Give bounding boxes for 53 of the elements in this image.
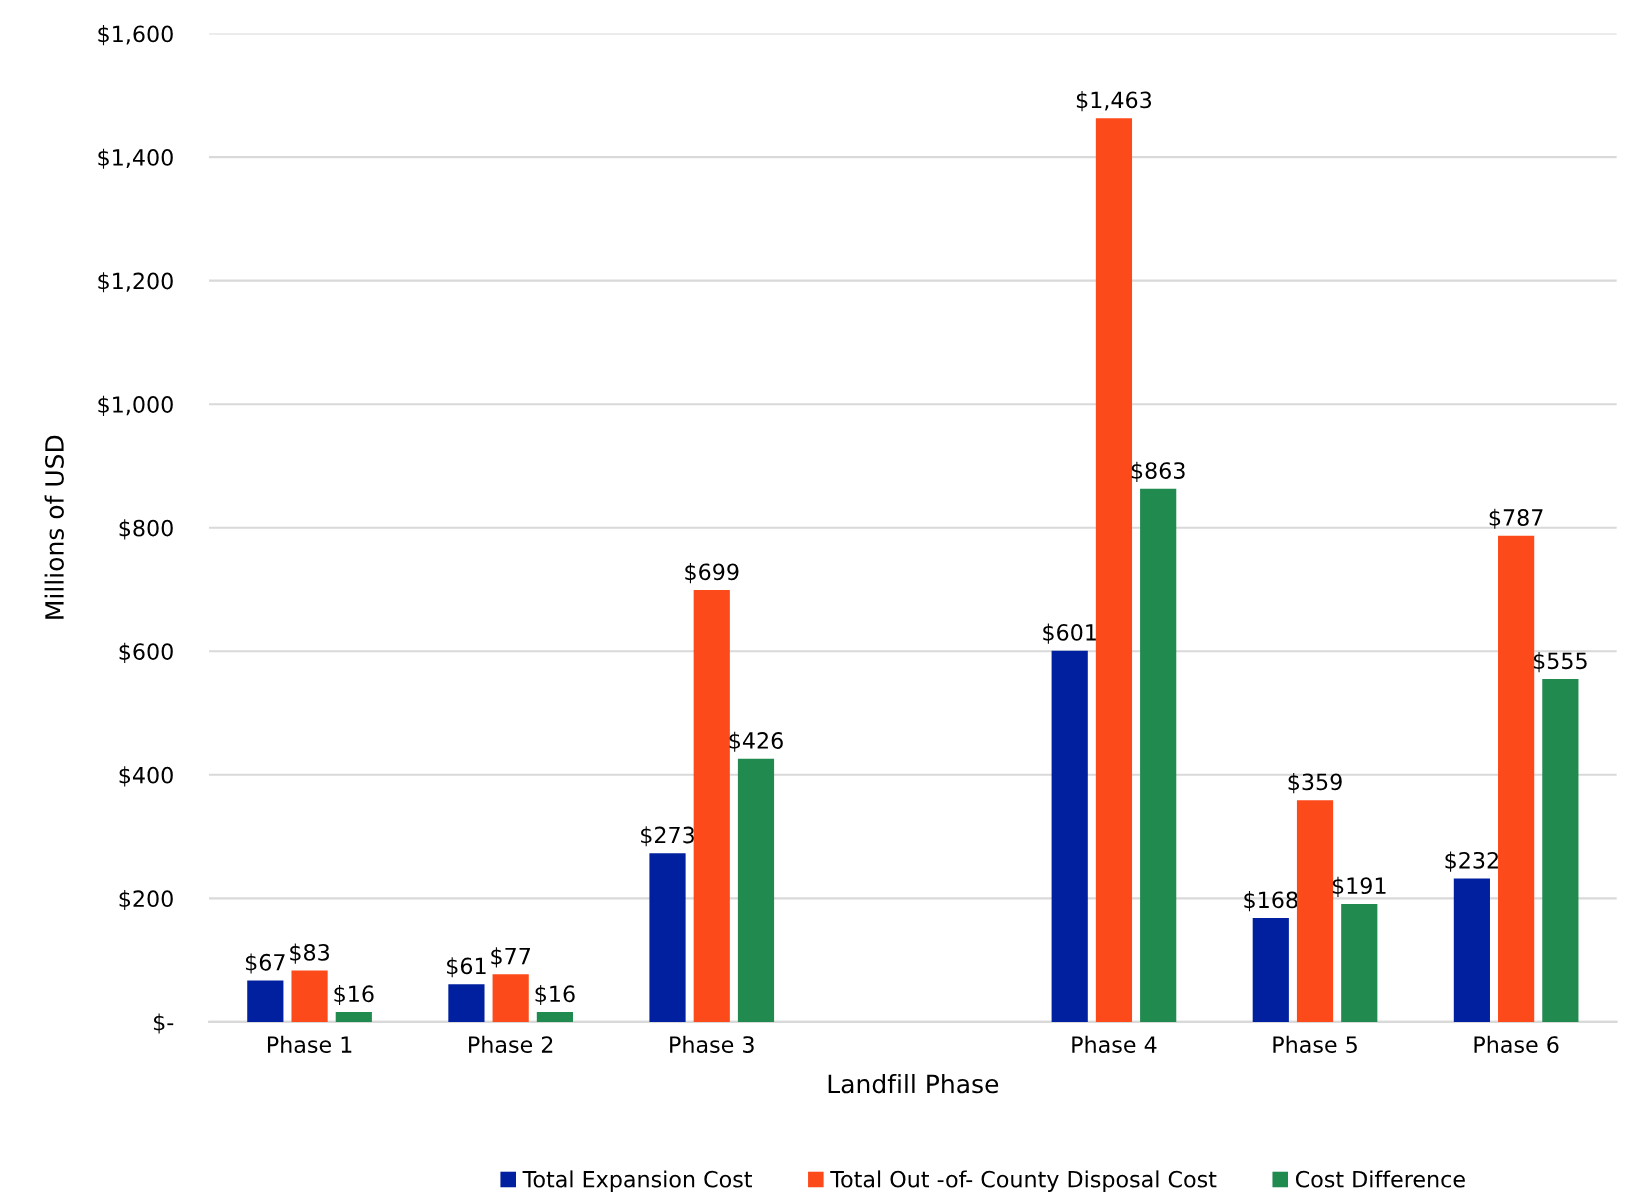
x-tick-label: Phase 1 <box>267 1035 352 1053</box>
x-tick-label: Phase 6 <box>1474 1035 1559 1053</box>
bar <box>1051 650 1088 1022</box>
bar <box>693 590 730 1022</box>
bar <box>737 758 775 1022</box>
data-label: $83 <box>290 943 329 964</box>
data-label: $273 <box>641 826 695 847</box>
data-label: $1,463 <box>1076 91 1152 112</box>
bar <box>536 1012 573 1022</box>
bar <box>1498 535 1535 1022</box>
bar <box>1140 488 1177 1022</box>
x-axis-title: Landfill Phase <box>828 1073 999 1094</box>
data-label: $787 <box>1489 508 1543 529</box>
bar <box>247 980 284 1022</box>
data-label: $61 <box>447 957 486 978</box>
data-label: $168 <box>1244 891 1298 912</box>
bar <box>1453 878 1490 1022</box>
x-tick-label: Phase 2 <box>469 1035 553 1053</box>
x-tick-label: Phase 3 <box>670 1035 754 1053</box>
x-tick-label: Phase 4 <box>1072 1035 1157 1053</box>
bar <box>1095 118 1133 1022</box>
data-label: $67 <box>245 953 285 974</box>
data-label: $699 <box>685 563 739 584</box>
x-tick-label: Phase 5 <box>1273 1035 1357 1053</box>
y-tick-label: $800 <box>119 519 173 540</box>
bar <box>448 984 485 1022</box>
legend-label: Total Expansion Cost <box>522 1170 752 1192</box>
data-label: $16 <box>535 984 575 1006</box>
y-tick-label: $1,400 <box>98 148 173 169</box>
y-tick-label: $1,000 <box>98 395 173 416</box>
bar <box>649 853 686 1022</box>
data-label: $555 <box>1533 652 1587 673</box>
data-label: $16 <box>334 984 374 1006</box>
legend-label: Cost Difference <box>1295 1170 1465 1188</box>
bar <box>335 1012 372 1022</box>
bar <box>291 970 328 1022</box>
data-label: $77 <box>491 947 530 968</box>
y-tick-label: $400 <box>119 766 173 787</box>
data-label: $359 <box>1288 773 1342 794</box>
bar <box>1542 679 1579 1022</box>
data-label: $601 <box>1043 623 1096 644</box>
y-tick-label: $200 <box>119 889 173 911</box>
legend-label: Total Out -of- County Disposal Cost <box>830 1170 1217 1192</box>
y-tick-label: $1,200 <box>98 272 173 293</box>
y-axis-title: Millions of USD <box>44 435 64 619</box>
bar <box>1341 903 1378 1022</box>
bar <box>1296 800 1334 1022</box>
data-label: $232 <box>1445 851 1498 872</box>
y-tick-label: $1,600 <box>98 25 173 46</box>
y-tick-label: $600 <box>119 642 173 663</box>
bar <box>492 974 529 1022</box>
y-tick-label: $- <box>153 1013 174 1034</box>
bar <box>1252 918 1289 1022</box>
